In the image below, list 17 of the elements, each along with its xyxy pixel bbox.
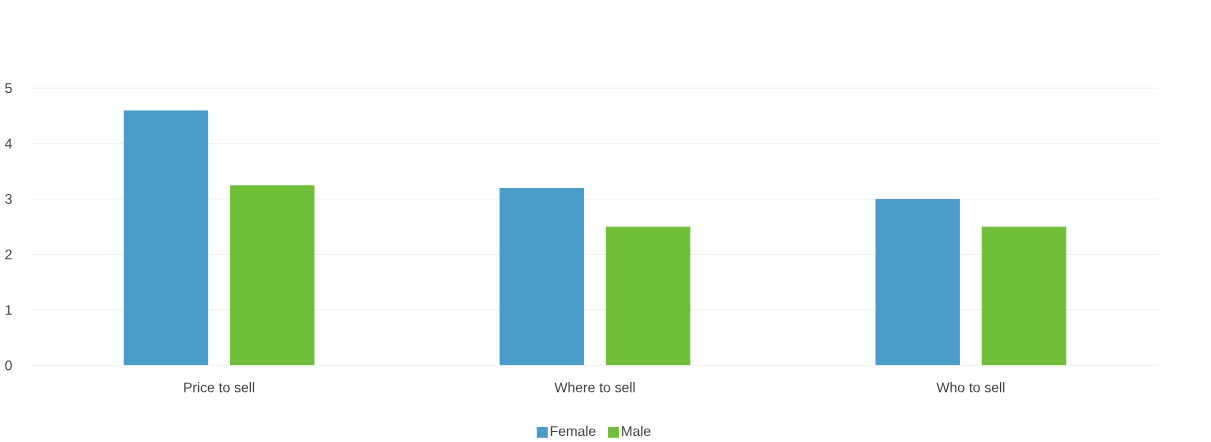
- x-tick-label: Who to sell: [936, 382, 1005, 393]
- bar: [875, 199, 960, 366]
- bar: [981, 226, 1067, 366]
- x-tick-label: Where to sell: [554, 382, 635, 393]
- y-tick-label: 1: [5, 305, 12, 315]
- y-tick-label: 2: [5, 249, 12, 260]
- legend-label: Female: [550, 425, 596, 437]
- y-tick-label: 3: [5, 194, 12, 204]
- y-tick-label: 4: [4, 138, 12, 149]
- bar: [123, 110, 209, 366]
- x-tick-label: Price to sell: [184, 382, 255, 393]
- y-tick-label: 5: [5, 83, 12, 94]
- bar: [230, 185, 315, 366]
- y-tick-label: 0: [5, 360, 12, 371]
- legend-label: Male: [622, 425, 651, 437]
- bar: [605, 226, 691, 366]
- bar: [499, 187, 585, 366]
